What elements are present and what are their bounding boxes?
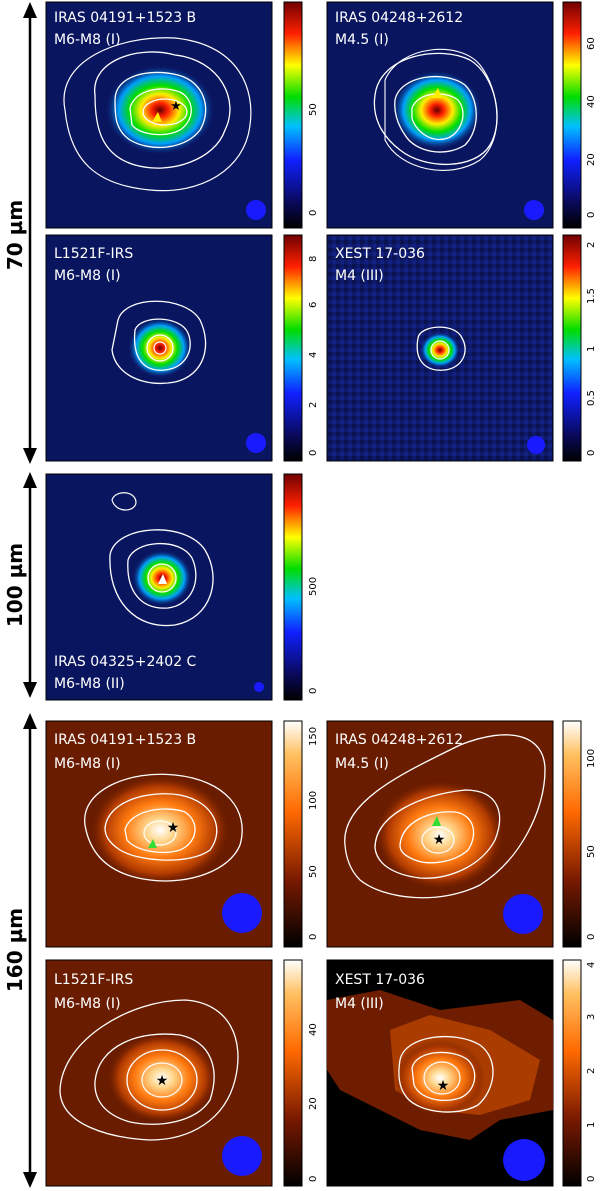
- beam-icon: [222, 1136, 262, 1176]
- tick: 0: [308, 450, 319, 456]
- band-label-160: 160 µm: [3, 908, 27, 992]
- tick: 40: [586, 95, 597, 108]
- panel-l1521f-70: L1521F-IRS M6-M8 (I) 0 2 4 6 8: [45, 234, 319, 462]
- tick: 20: [586, 153, 597, 166]
- panel-xest17-70: XEST 17-036 M4 (III) 0 0.5 1 1.5 2: [326, 234, 597, 462]
- star-icon: ★: [156, 1073, 169, 1089]
- tick: 2: [308, 402, 319, 408]
- beam-icon: [254, 682, 264, 692]
- panel-iras04191-70: ★ IRAS 04191+1523 B M6-M8 (I) 0 50: [45, 1, 319, 229]
- panel-spt: M6-M8 (II): [54, 676, 125, 692]
- panel-spt: M4.5 (I): [335, 756, 389, 772]
- panel-iras04191-160: ★ IRAS 04191+1523 B M6-M8 (I) 0 50 100 1…: [45, 720, 319, 948]
- tick: 60: [586, 37, 597, 50]
- tick: 50: [308, 865, 319, 878]
- colorbar: [562, 1, 582, 229]
- panel-name: IRAS 04191+1523 B: [54, 732, 196, 748]
- colorbar: [562, 720, 582, 948]
- tick: 50: [586, 845, 597, 858]
- tick: 100: [586, 749, 597, 768]
- tick: 6: [308, 302, 319, 308]
- tick: 1: [586, 346, 597, 352]
- tick: 2: [586, 1068, 597, 1074]
- star-icon: ★: [167, 820, 180, 836]
- tick: 0: [308, 210, 319, 216]
- band-label-70: 70 µm: [3, 200, 27, 270]
- colorbar: [562, 959, 582, 1187]
- colorbar: [283, 234, 303, 462]
- tick: 0: [308, 688, 319, 694]
- star-icon: ★: [170, 99, 182, 114]
- band-160um: 160 µm: [3, 713, 37, 1188]
- panel-name: IRAS 04248+2612: [335, 10, 463, 26]
- tick: 0: [586, 212, 597, 218]
- beam-icon: [246, 433, 266, 453]
- colorbar: [283, 959, 303, 1187]
- tick: 8: [308, 256, 319, 262]
- star-icon: ★: [437, 1078, 450, 1094]
- beam-icon: [503, 894, 543, 934]
- panel-spt: M4 (III): [335, 996, 384, 1012]
- tick: 0: [586, 1176, 597, 1182]
- panel-spt: M4 (III): [335, 268, 384, 284]
- tick: 500: [308, 577, 319, 596]
- beam-icon: [524, 200, 544, 220]
- panel-iras04248-160: ★ IRAS 04248+2612 M4.5 (I) 0 50 100: [326, 720, 597, 948]
- colorbar: [283, 720, 303, 948]
- colorbar: [283, 1, 303, 229]
- tick: 150: [308, 727, 319, 746]
- colorbar: [283, 473, 303, 701]
- tick: 0: [308, 1176, 319, 1182]
- panel-name: IRAS 04325+2402 C: [54, 654, 197, 670]
- panel-iras04325-100: IRAS 04325+2402 C M6-M8 (II) 0 500: [45, 473, 319, 701]
- tick: 3: [586, 1014, 597, 1020]
- tick: 100: [308, 791, 319, 810]
- tick: 0: [586, 450, 597, 456]
- panel-name: L1521F-IRS: [54, 246, 133, 262]
- tick: 1.5: [586, 288, 597, 304]
- colorbar: [562, 234, 582, 462]
- panel-spt: M6-M8 (I): [54, 996, 121, 1012]
- tick: 50: [308, 103, 319, 116]
- star-icon: ★: [433, 832, 446, 848]
- tick: 20: [308, 1097, 319, 1110]
- tick: 40: [308, 1023, 319, 1036]
- band-70um: 70 µm: [3, 2, 37, 464]
- beam-icon: [246, 200, 266, 220]
- tick: 4: [586, 962, 597, 968]
- tick: 2: [586, 242, 597, 248]
- tick: 0: [308, 934, 319, 940]
- panel-name: IRAS 04191+1523 B: [54, 10, 196, 26]
- panel-spt: M6-M8 (I): [54, 268, 121, 284]
- panel-l1521f-160: ★ L1521F-IRS M6-M8 (I) 0 20 40: [45, 959, 319, 1187]
- panel-spt: M6-M8 (I): [54, 756, 121, 772]
- tick: 4: [308, 352, 319, 358]
- panel-name: L1521F-IRS: [54, 972, 133, 988]
- panel-spt: M6-M8 (I): [54, 32, 121, 48]
- band-100um: 100 µm: [3, 472, 37, 698]
- tick: 0: [586, 934, 597, 940]
- panel-name: XEST 17-036: [335, 246, 425, 262]
- panel-name: IRAS 04248+2612: [335, 732, 463, 748]
- band-label-100: 100 µm: [3, 543, 27, 627]
- tick: 1: [586, 1122, 597, 1128]
- panel-xest17-160: ★ XEST 17-036 M4 (III) 0 1 2 3 4: [326, 959, 597, 1187]
- beam-icon: [527, 436, 545, 454]
- panel-iras04248-70: IRAS 04248+2612 M4.5 (I) 0 20 40 60: [326, 1, 597, 229]
- tick: 0.5: [586, 390, 597, 406]
- beam-icon: [503, 1139, 545, 1181]
- panel-name: XEST 17-036: [335, 972, 425, 988]
- beam-icon: [222, 893, 262, 933]
- panel-spt: M4.5 (I): [335, 32, 389, 48]
